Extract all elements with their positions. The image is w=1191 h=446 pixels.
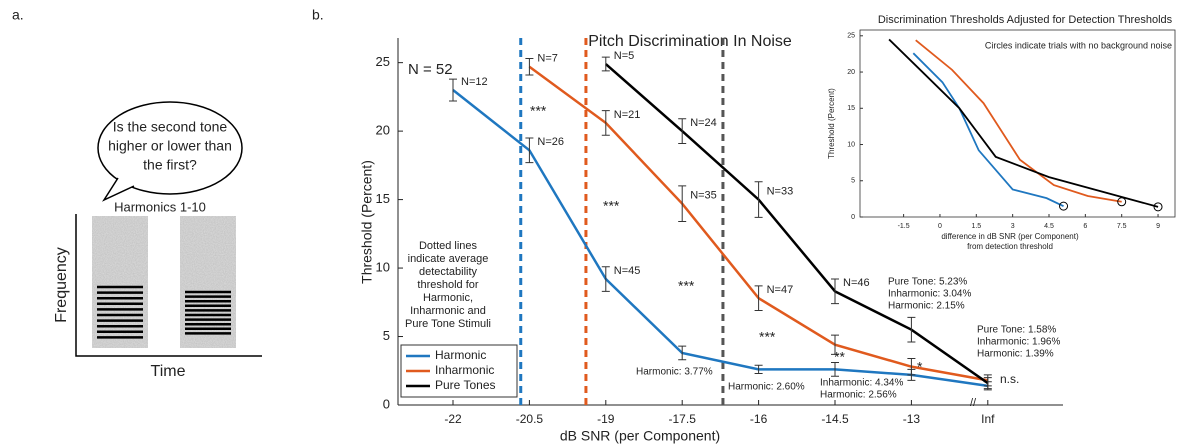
y-tick-label: 15 bbox=[376, 191, 390, 206]
x-tick-label: -13 bbox=[903, 412, 921, 426]
axis-label: from detection threshold bbox=[967, 242, 1053, 251]
annotation: Harmonic: 3.77% bbox=[636, 367, 713, 378]
x-tick-label: Inf bbox=[981, 412, 995, 426]
point-label: N=26 bbox=[537, 136, 564, 148]
question-line: the first? bbox=[143, 157, 197, 173]
legend-label: Harmonic bbox=[435, 348, 486, 362]
y-tick-label: 10 bbox=[376, 259, 390, 274]
annotation: Inharmonic: 3.04% bbox=[888, 289, 971, 300]
annotation: *** bbox=[530, 103, 547, 119]
panel-label: b. bbox=[312, 7, 324, 23]
annotation: Pure Tone: 1.58% bbox=[977, 325, 1056, 336]
point-label: N=33 bbox=[767, 185, 794, 197]
axis-label: difference in dB SNR (per Component) bbox=[941, 232, 1079, 241]
inset-note: Circles indicate trials with no backgrou… bbox=[985, 40, 1172, 50]
note-line: threshold for bbox=[417, 279, 478, 291]
y-tick-label: 25 bbox=[376, 54, 390, 69]
annotation: Inharmonic: 4.34% bbox=[820, 378, 903, 389]
x-tick-label: -19 bbox=[597, 412, 615, 426]
legend-label: Inharmonic bbox=[435, 363, 494, 377]
page: a. Harmonics 1-10 Frequency Time b. Is t… bbox=[0, 0, 1191, 446]
chart-title: Pitch Discrimination In Noise bbox=[588, 33, 792, 50]
axis-label: Frequency bbox=[53, 247, 70, 323]
axis-label: Threshold (Percent) bbox=[827, 88, 836, 159]
figure: a. Harmonics 1-10 Frequency Time b. Is t… bbox=[0, 0, 1191, 446]
y-tick-label: 15 bbox=[847, 105, 855, 112]
y-tick-label: 5 bbox=[851, 178, 855, 185]
point-label: N=35 bbox=[690, 190, 717, 202]
legend-label: Pure Tones bbox=[435, 378, 496, 392]
point-label: N=12 bbox=[461, 76, 488, 88]
axis-break: // bbox=[970, 397, 977, 409]
x-tick-label: -17.5 bbox=[669, 412, 697, 426]
point-label: N=7 bbox=[537, 53, 558, 65]
note-line: Inharmonic and bbox=[410, 305, 486, 317]
point-label: N=45 bbox=[614, 265, 641, 277]
annotation: Inharmonic: 1.96% bbox=[977, 337, 1060, 348]
annotation: * bbox=[917, 359, 923, 375]
annotation: Harmonic: 2.60% bbox=[728, 382, 805, 393]
stimulus-label: Harmonics 1-10 bbox=[114, 199, 206, 214]
y-tick-label: 0 bbox=[851, 214, 855, 221]
question-line: higher or lower than bbox=[108, 138, 232, 154]
noise-texture bbox=[92, 216, 148, 348]
panel-label: a. bbox=[12, 7, 24, 23]
note-line: indicate average bbox=[408, 253, 489, 265]
note-line: Harmonic, bbox=[423, 292, 473, 304]
x-tick-label: -20.5 bbox=[516, 412, 544, 426]
annotation: N = 52 bbox=[408, 61, 453, 78]
point-label: N=21 bbox=[614, 109, 641, 121]
x-tick-label: 3 bbox=[1011, 223, 1015, 230]
axis-label: dB SNR (per Component) bbox=[560, 428, 720, 444]
annotation: Harmonic: 2.56% bbox=[820, 390, 897, 401]
y-tick-label: 20 bbox=[847, 69, 855, 76]
x-tick-label: 7.5 bbox=[1117, 223, 1127, 230]
x-tick-label: -1.5 bbox=[898, 223, 910, 230]
annotation: *** bbox=[759, 329, 776, 345]
annotation: Harmonic: 1.39% bbox=[977, 349, 1054, 360]
x-tick-label: 6 bbox=[1083, 223, 1087, 230]
point-label: N=47 bbox=[767, 284, 794, 296]
note-line: Pure Tone Stimuli bbox=[405, 318, 491, 330]
x-tick-label: 1.5 bbox=[971, 223, 981, 230]
note-line: Dotted lines bbox=[419, 240, 478, 252]
point-label: N=24 bbox=[690, 117, 717, 129]
annotation: ** bbox=[834, 349, 845, 365]
x-tick-label: 4.5 bbox=[1044, 223, 1054, 230]
axis-label: Threshold (Percent) bbox=[359, 160, 375, 284]
point-label: N=46 bbox=[843, 277, 870, 289]
y-tick-label: 0 bbox=[383, 396, 390, 411]
annotation: Harmonic: 2.15% bbox=[888, 301, 965, 312]
annotation: *** bbox=[678, 278, 695, 294]
x-tick-label: -22 bbox=[444, 412, 462, 426]
y-tick-label: 10 bbox=[847, 141, 855, 148]
x-tick-label: -14.5 bbox=[821, 412, 849, 426]
annotation: Pure Tone: 5.23% bbox=[888, 277, 967, 288]
question-line: Is the second tone bbox=[113, 119, 228, 135]
annotation: *** bbox=[603, 198, 620, 214]
x-tick-label: 9 bbox=[1156, 223, 1160, 230]
x-tick-label: -16 bbox=[750, 412, 768, 426]
point-label: N=5 bbox=[614, 50, 635, 62]
x-tick-label: 0 bbox=[938, 223, 942, 230]
axis-label: Time bbox=[151, 363, 186, 380]
inset-title: Discrimination Thresholds Adjusted for D… bbox=[878, 14, 1173, 26]
note-line: detectability bbox=[419, 266, 478, 278]
y-tick-label: 5 bbox=[383, 328, 390, 343]
y-tick-label: 20 bbox=[376, 123, 390, 138]
y-tick-label: 25 bbox=[847, 33, 855, 40]
annotation: n.s. bbox=[1000, 372, 1019, 386]
